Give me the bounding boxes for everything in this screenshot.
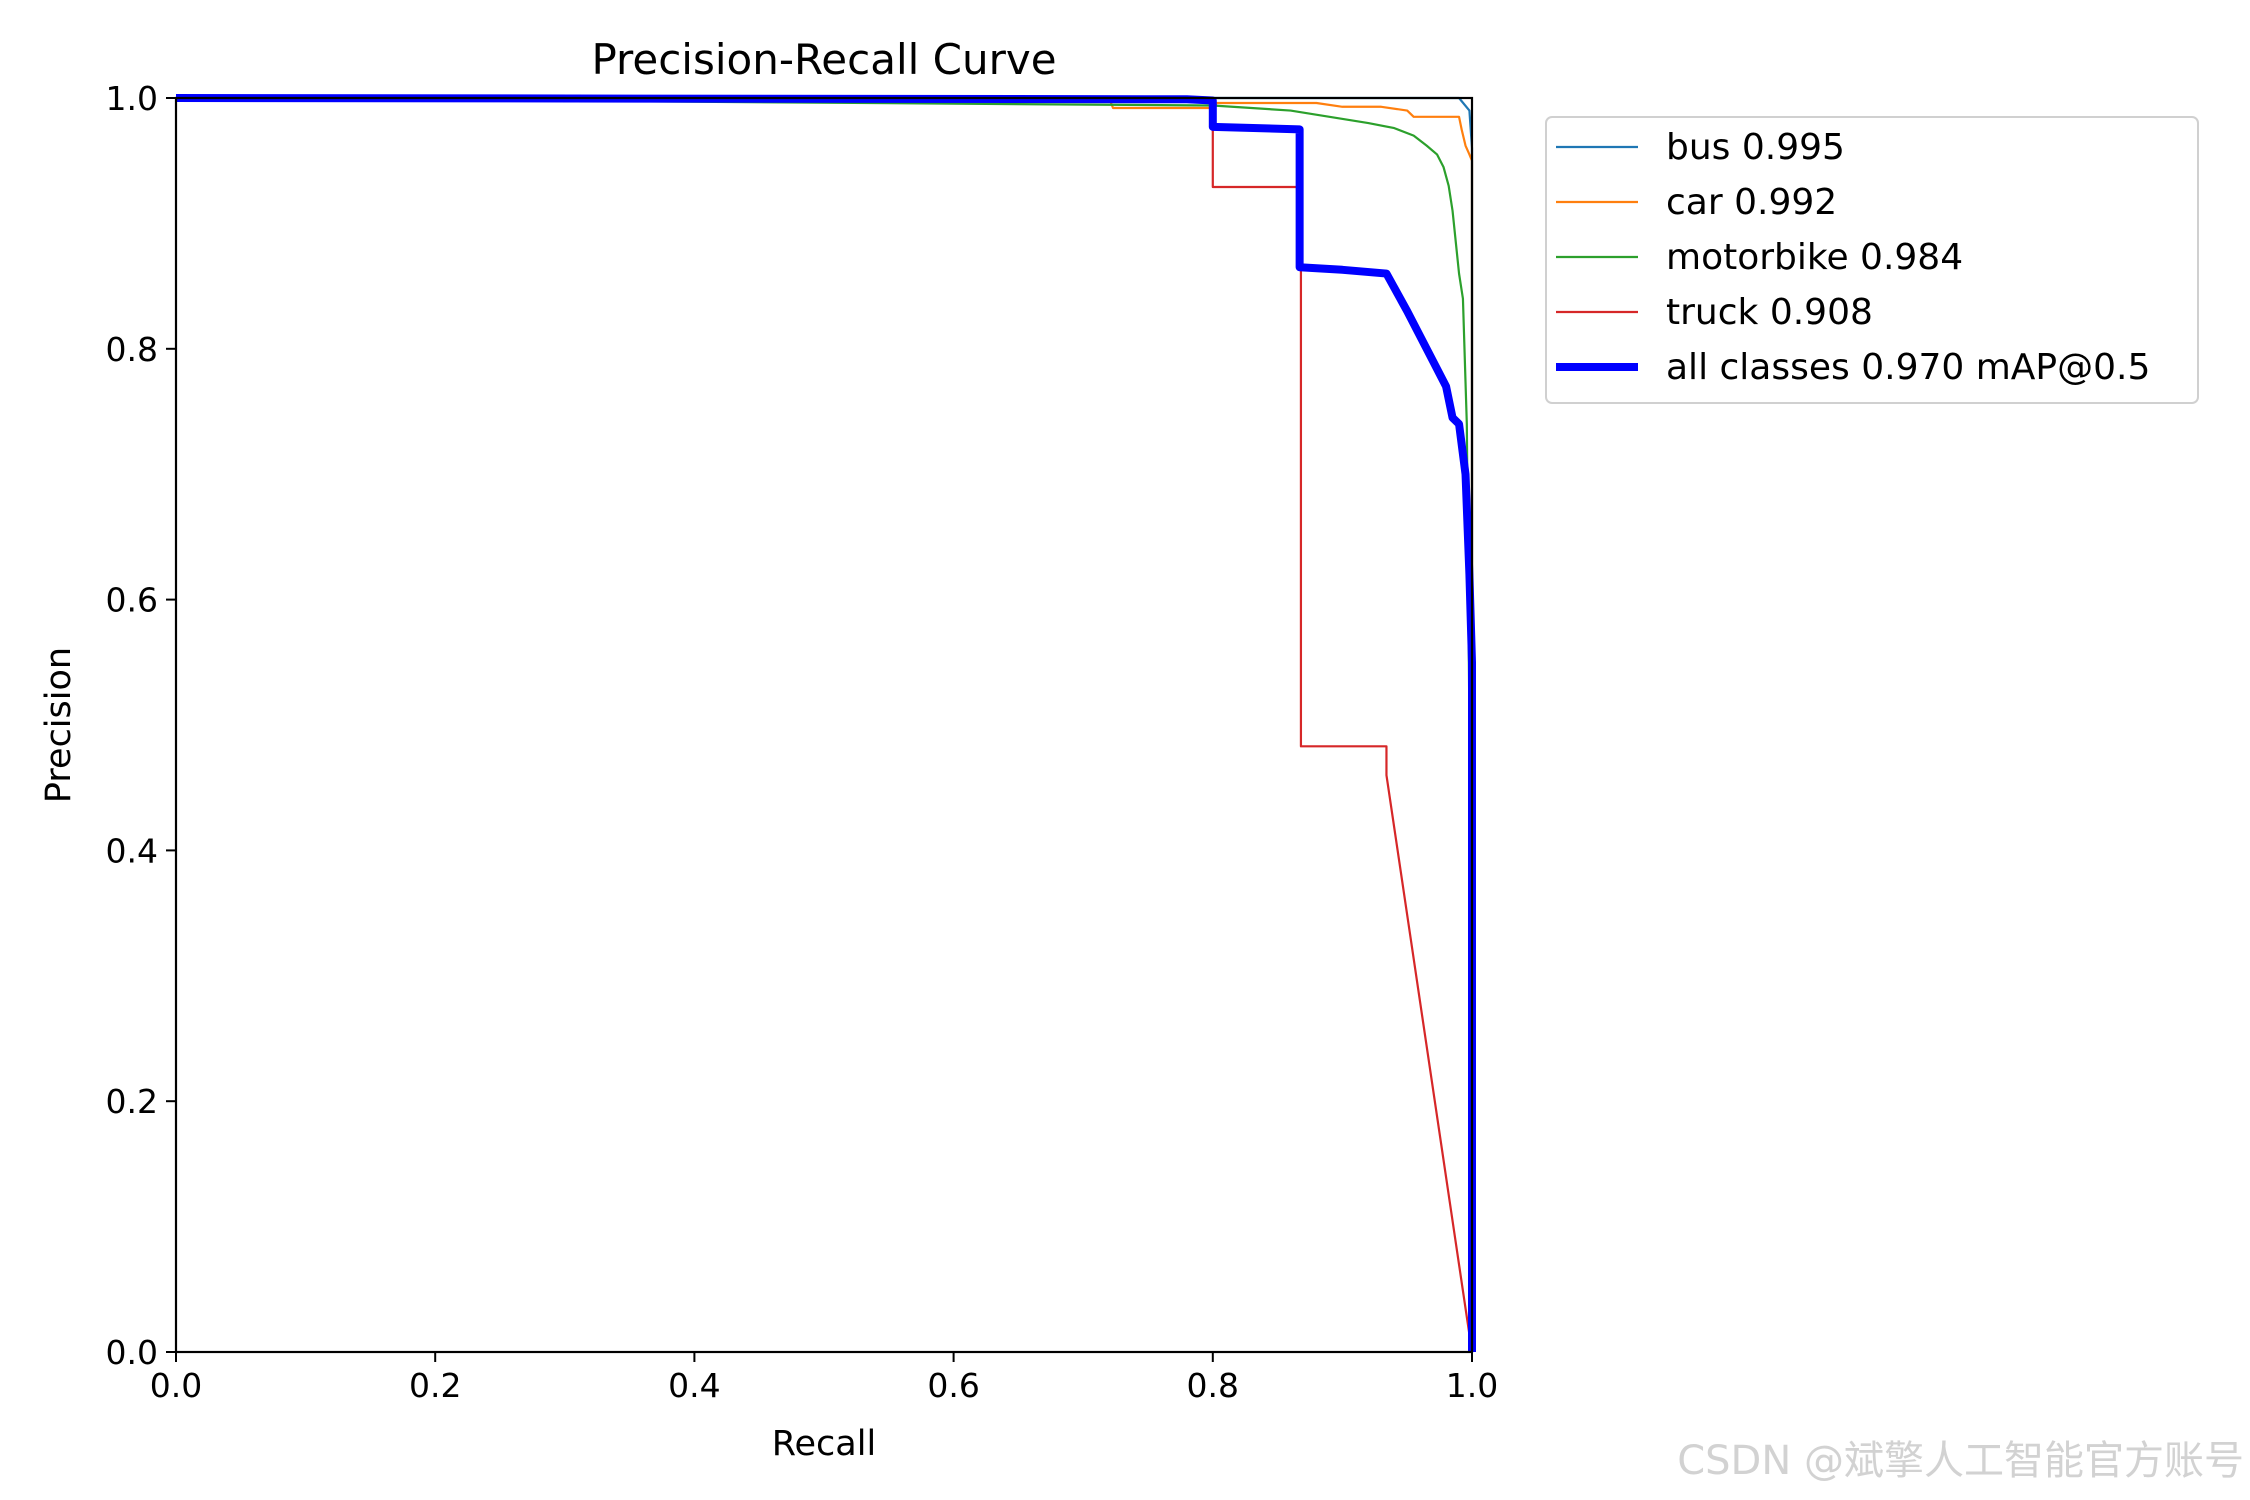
y-tick-label: 1.0 [106,79,158,118]
series-line-1 [176,96,1474,1352]
legend-entry: all classes 0.970 mAP@0.5 [1666,347,2150,388]
series-line-2 [175,96,1474,1352]
plot-frame [174,96,1474,1354]
x-tick-label: 0.0 [150,1366,202,1405]
watermark: CSDN @斌擎人工智能官方账号 [1677,1438,2244,1484]
x-tick-label: 1.0 [1446,1366,1498,1405]
legend-entry: motorbike 0.984 [1666,237,1963,278]
chart-title: Precision-Recall Curve [591,35,1056,84]
legend-entry: truck 0.908 [1666,292,1873,333]
legend: bus 0.995 car 0.992 motorbike 0.984 truck 0… [1545,116,2199,404]
y-tick-label: 0.0 [106,1333,158,1372]
y-tick-label: 0.6 [106,581,158,620]
legend-frame [1545,116,2199,404]
y-tick-label: 0.2 [106,1082,158,1121]
y-tick-label: 0.8 [106,330,158,369]
ticks-layer: 0.0 0.2 0.4 0.6 0.8 1.0 0.0 0.2 0.4 0.6 0.8 1.0 [106,79,1499,1405]
x-tick-label: 0.8 [1187,1366,1239,1405]
x-tick-label: 0.4 [668,1366,720,1405]
x-tick-label: 0.2 [409,1366,461,1405]
series-line-4 [175,94,1476,1352]
legend-entry: car 0.992 [1666,182,1837,223]
y-axis-label: Precision [39,647,79,803]
legend-entry: bus 0.995 [1666,127,1845,168]
y-tick-label: 0.4 [106,831,158,870]
x-tick-label: 0.6 [927,1366,979,1405]
x-axis-label: Recall [772,1424,876,1464]
